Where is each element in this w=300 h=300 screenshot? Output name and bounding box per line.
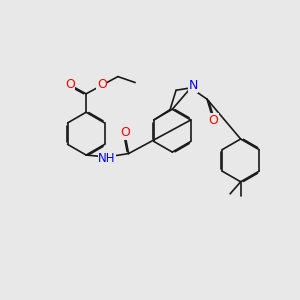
Text: N: N	[188, 79, 198, 92]
Text: NH: NH	[98, 152, 116, 164]
Text: O: O	[65, 78, 75, 92]
Text: O: O	[97, 78, 107, 91]
Text: O: O	[209, 114, 218, 127]
Text: O: O	[120, 126, 130, 139]
